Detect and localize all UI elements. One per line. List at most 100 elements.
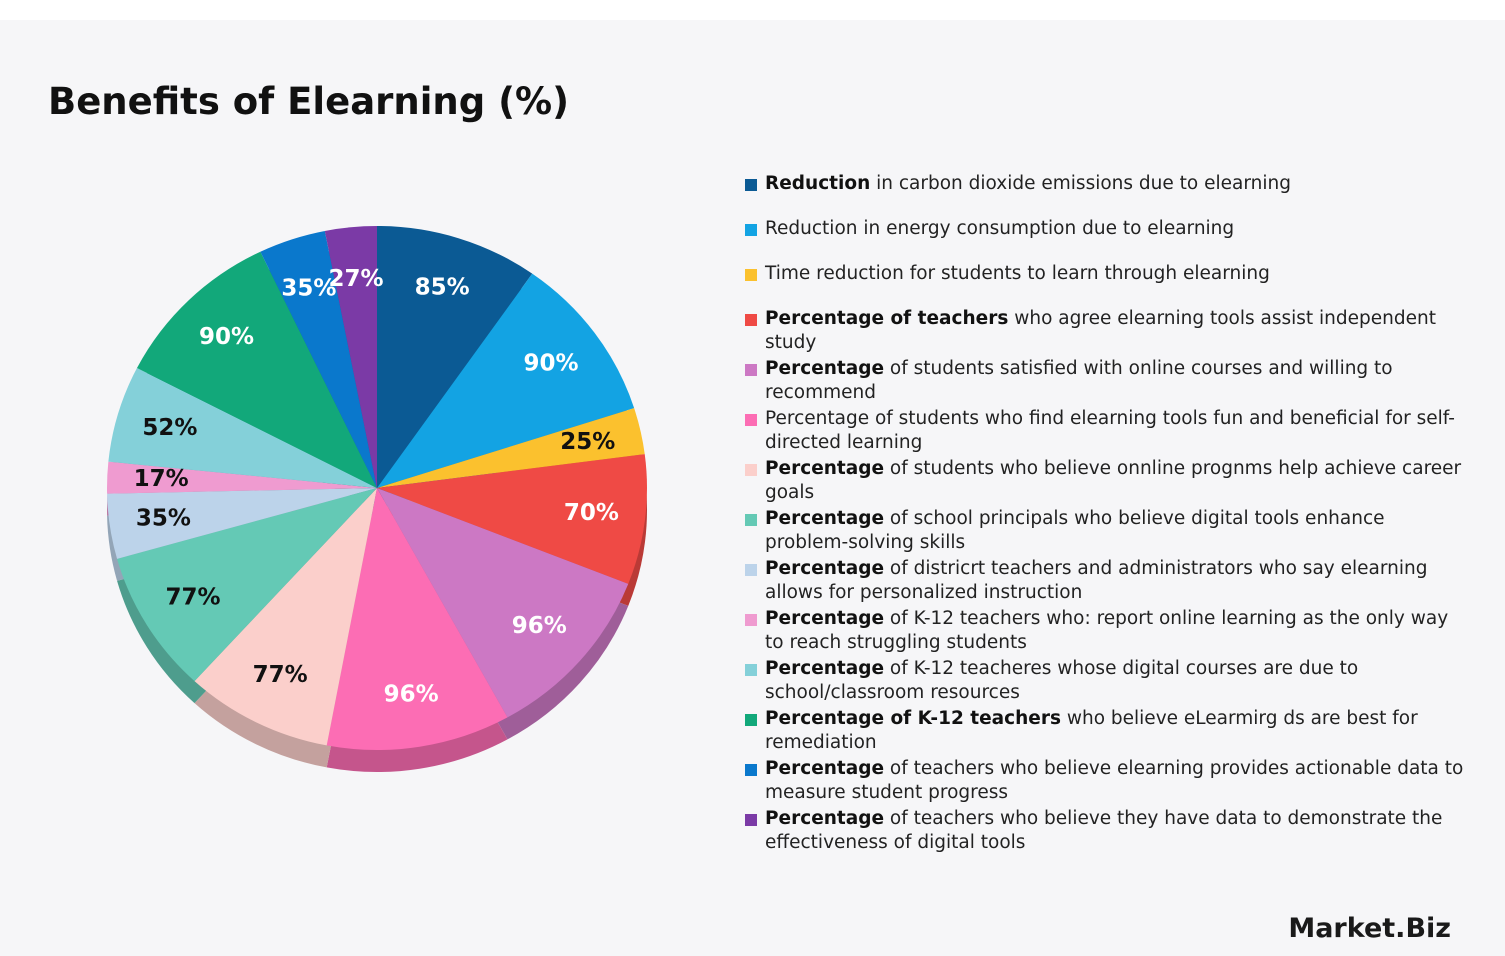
legend-swatch [745,179,757,191]
legend-lead: Percentage [765,608,885,629]
legend-text: Percentage of districrt teachers and adm… [765,557,1465,605]
legend-text: Time reduction for students to learn thr… [765,262,1270,286]
slice [377,408,645,488]
legend-swatch [745,464,757,476]
legend-rest: in carbon dioxide emissions due to elear… [870,173,1291,194]
legend-rest: of teachers who believe elearning provid… [765,758,1464,803]
slice [136,251,377,488]
data-label: 77% [253,662,308,688]
slice [326,488,508,751]
legend-lead: Percentage [765,658,885,679]
brand-logo: Market.Biz [1288,913,1451,944]
legend-rest: Percentage of students who find elearnin… [765,408,1455,453]
legend-rest: of students satisfied with online course… [765,358,1393,403]
data-label: 17% [134,466,189,492]
slice [108,368,377,488]
data-label: 27% [328,266,383,292]
legend-rest: Reduction in energy consumption due to e… [765,218,1235,239]
slice [377,226,533,488]
legend-text: Percentage of teachers who agree elearni… [765,307,1465,355]
legend-item: Reduction in energy consumption due to e… [745,217,1465,241]
legend-item: Percentage of teachers who believe they … [745,807,1465,855]
legend-item: Percentage of school principals who beli… [745,507,1465,555]
legend-item: Percentage of K-12 teachers who believe … [745,707,1465,755]
legend-item: Percentage of students who believe onnli… [745,457,1465,505]
legend-swatch [745,314,757,326]
legend-text: Reduction in energy consumption due to e… [765,217,1234,241]
legend-text: Reduction in carbon dioxide emissions du… [765,172,1291,196]
legend-item: Percentage of teachers who agree elearni… [745,307,1465,355]
legend-lead: Percentage [765,558,885,579]
legend-swatch [745,269,757,281]
legend-swatch [745,764,757,776]
data-label: 52% [142,415,197,441]
legend-text: Percentage of teachers who believe they … [765,807,1465,855]
legend-text: Percentage of teachers who believe elear… [765,757,1465,805]
legend-lead: Percentage [765,758,885,779]
legend-rest: of districrt teachers and administrators… [765,558,1428,603]
slice [117,488,377,682]
legend-text: Percentage of K-12 teachers who: report … [765,607,1465,655]
slice [377,454,647,584]
data-label: 25% [560,429,615,455]
legend: Reduction in carbon dioxide emissions du… [745,172,1465,857]
legend-lead: Percentage [765,358,885,379]
legend-rest: of teachers who believe they have data t… [765,808,1443,853]
legend-rest: who agree elearning tools assist indepen… [765,308,1436,353]
legend-text: Percentage of students who find elearnin… [765,407,1465,455]
legend-item: Percentage of districrt teachers and adm… [745,557,1465,605]
slice [107,488,377,559]
chart-title: Benefits of Elearning (%) [48,80,570,123]
legend-text: Percentage of K-12 teachers who believe … [765,707,1465,755]
data-label: 85% [415,275,470,301]
legend-rest: of K-12 teacheres whose digital courses … [765,658,1359,703]
legend-rest: of students who believe onnline prognms … [765,458,1462,503]
legend-swatch [745,224,757,236]
chart: 85%90%25%70%96%96%77%77%35%17%52%90%35%2… [106,226,647,772]
legend-text: Percentage of students satisfied with on… [765,357,1465,405]
data-label: 96% [512,613,567,639]
legend-swatch [745,564,757,576]
top-band [0,0,1505,20]
slice [377,273,635,488]
legend-item: Time reduction for students to learn thr… [745,262,1465,286]
legend-rest: who believe eLearmirg ds are best for re… [765,708,1418,753]
slice [324,226,377,488]
legend-swatch [745,364,757,376]
legend-lead: Percentage [765,508,885,529]
legend-item: Percentage of K-12 teacheres whose digit… [745,657,1465,705]
legend-swatch [745,664,757,676]
legend-swatch [745,814,757,826]
legend-item: Percentage of K-12 teachers who: report … [745,607,1465,655]
slice [377,488,629,718]
legend-item: Reduction in carbon dioxide emissions du… [745,172,1465,196]
data-label: 70% [564,500,619,526]
slice [106,461,377,494]
legend-lead: Percentage of K-12 teachers [765,708,1061,729]
legend-lead: Percentage [765,808,885,829]
legend-lead: Percentage [765,458,885,479]
legend-item: Percentage of teachers who believe elear… [745,757,1465,805]
legend-item: Percentage of students satisfied with on… [745,357,1465,405]
legend-text: Percentage of school principals who beli… [765,507,1465,555]
data-label: 90% [199,324,254,350]
data-label: 35% [281,276,336,302]
slice [260,230,377,488]
legend-item: Percentage of students who find elearnin… [745,407,1465,455]
data-label: 96% [384,681,439,707]
slice [194,488,377,746]
legend-rest: Time reduction for students to learn thr… [765,263,1270,284]
data-label: 77% [165,584,220,610]
legend-lead: Percentage of teachers [765,308,1009,329]
legend-text: Percentage of students who believe onnli… [765,457,1465,505]
legend-swatch [745,714,757,726]
legend-swatch [745,414,757,426]
legend-rest: of K-12 teachers who: report online lear… [765,608,1449,653]
legend-lead: Reduction [765,173,871,194]
legend-text: Percentage of K-12 teacheres whose digit… [765,657,1465,705]
legend-swatch [745,514,757,526]
data-label: 35% [136,505,191,531]
legend-rest: of school principals who believe digital… [765,508,1385,553]
data-label: 90% [523,350,578,376]
